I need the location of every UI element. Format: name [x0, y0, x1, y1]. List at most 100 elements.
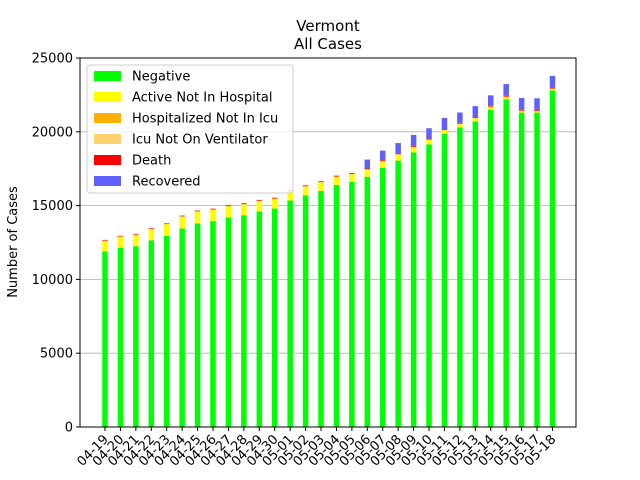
bar-segment	[395, 153, 401, 155]
bar-segment	[426, 144, 432, 427]
bar-segment	[379, 150, 386, 161]
bar-segment	[333, 184, 340, 427]
bar-segment	[549, 75, 556, 88]
bar-segment	[503, 97, 509, 100]
legend-swatch	[94, 71, 121, 81]
bar-segment	[163, 224, 170, 236]
bar-segment	[488, 107, 494, 110]
bar-segment	[472, 118, 479, 122]
bar-segment	[534, 98, 540, 111]
legend-swatch	[94, 113, 121, 123]
y-tick-label: 5000	[40, 347, 73, 362]
bar-segment	[364, 169, 371, 177]
bar-segment	[163, 223, 170, 224]
bar-segment	[333, 176, 340, 185]
chart-subtitle: All Cases	[294, 35, 362, 53]
bar-segment	[364, 168, 371, 170]
legend-label: Death	[132, 154, 171, 169]
bar-segment	[256, 201, 263, 212]
bar-segment	[333, 175, 340, 177]
bar-segment	[194, 210, 201, 212]
bar-segment	[518, 111, 525, 113]
bar-segment	[241, 203, 247, 205]
bar-segment	[441, 134, 448, 427]
bar-segment	[241, 204, 247, 216]
bar-segment	[163, 235, 170, 427]
bar-segment	[318, 182, 324, 191]
bar-segment	[518, 112, 525, 427]
bar-segment	[271, 198, 278, 209]
legend-label: Active Not In Hospital	[132, 91, 273, 106]
bar-segment	[488, 95, 494, 106]
bar-segment	[410, 145, 417, 147]
bar-segment	[194, 223, 201, 427]
bar-segment	[379, 161, 386, 168]
legend-frame	[86, 64, 294, 194]
legend-label: Hospitalized Not In Icu	[132, 112, 278, 127]
y-tick-label: 15000	[32, 199, 73, 214]
bar-segment	[410, 147, 417, 153]
bar-segment	[518, 98, 525, 110]
bar-segment	[148, 240, 155, 427]
bars	[102, 75, 556, 428]
bar-segment	[241, 215, 247, 427]
bar-segment	[148, 228, 155, 229]
bar-segment	[225, 205, 232, 206]
legend-swatch	[94, 176, 121, 186]
bar-segment	[349, 181, 355, 427]
bar-segment	[148, 229, 155, 241]
legend-label: Recovered	[132, 175, 201, 190]
bar-segment	[179, 215, 185, 217]
legend: Negative Active Not In Hospital Hospitaliz…	[86, 64, 294, 194]
bar-segment	[441, 117, 448, 130]
y-axis-label: Number of Cases	[6, 186, 21, 298]
bar-segment	[117, 235, 124, 237]
y-tick-label: 0	[65, 421, 73, 436]
bar-segment	[534, 112, 540, 427]
legend-label: Negative	[132, 70, 190, 85]
bar-segment	[518, 109, 525, 111]
bar-segment	[271, 208, 278, 427]
bar-segment	[210, 208, 216, 210]
bar-segment	[379, 167, 386, 427]
bar-segment	[133, 233, 139, 235]
bar-segment	[426, 138, 432, 140]
bar-segment	[395, 154, 401, 161]
bar-segment	[179, 228, 185, 427]
bar-segment	[302, 186, 309, 196]
bar-segment	[302, 185, 309, 187]
bar-segment	[457, 124, 463, 128]
bar-segment	[194, 211, 201, 224]
bar-segment	[256, 211, 263, 427]
y-tick-label: 20000	[32, 125, 73, 140]
bar-segment	[210, 209, 216, 222]
bar-segment	[410, 152, 417, 428]
bar-segment	[117, 247, 124, 427]
bar-segment	[472, 106, 479, 118]
bar-segment	[549, 88, 556, 91]
bar-segment	[488, 109, 494, 427]
bar-segment	[488, 105, 494, 107]
bar-segment	[302, 195, 309, 427]
bar-segment	[364, 176, 371, 427]
bar-segment	[287, 200, 293, 427]
bar-segment	[179, 216, 185, 229]
bar-segment	[117, 236, 124, 248]
bar-segment	[133, 234, 139, 247]
bar-segment	[503, 83, 509, 96]
bar-segment	[395, 160, 401, 427]
y-tick-label: 25000	[32, 52, 73, 67]
bar-segment	[441, 130, 448, 135]
bar-segment	[256, 199, 263, 201]
bar-segment	[379, 160, 386, 161]
bar-segment	[472, 121, 479, 427]
bar-segment	[457, 122, 463, 124]
bar-segment	[102, 239, 108, 241]
bar-segment	[364, 159, 371, 169]
bar-segment	[503, 95, 509, 97]
bar-segment	[426, 128, 432, 139]
y-axis: 0 5000 10000 15000 20000 25000	[32, 52, 80, 436]
bar-segment	[210, 221, 216, 427]
legend-swatch	[94, 134, 121, 144]
